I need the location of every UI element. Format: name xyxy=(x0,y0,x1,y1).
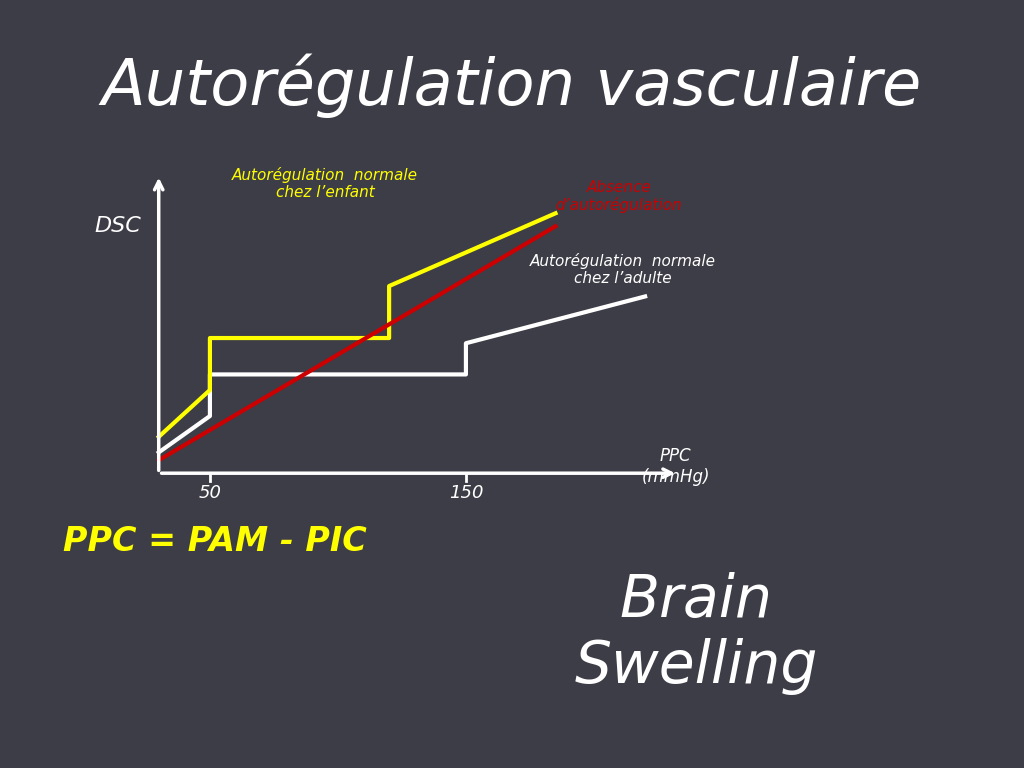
Text: PPC
(mmHg): PPC (mmHg) xyxy=(642,448,710,486)
Text: 150: 150 xyxy=(449,484,483,502)
Text: 50: 50 xyxy=(199,484,221,502)
Text: Absence
d’autorégulation: Absence d’autorégulation xyxy=(555,180,682,214)
Text: Autorégulation  normale
chez l’adulte: Autorégulation normale chez l’adulte xyxy=(530,253,716,286)
Text: Autorégulation vasculaire: Autorégulation vasculaire xyxy=(101,54,923,118)
Text: Brain
Swelling: Brain Swelling xyxy=(574,572,818,695)
Text: DSC: DSC xyxy=(94,217,141,237)
Text: Autorégulation  normale
chez l’enfant: Autorégulation normale chez l’enfant xyxy=(232,167,418,200)
Text: PPC = PAM - PIC: PPC = PAM - PIC xyxy=(63,525,367,558)
